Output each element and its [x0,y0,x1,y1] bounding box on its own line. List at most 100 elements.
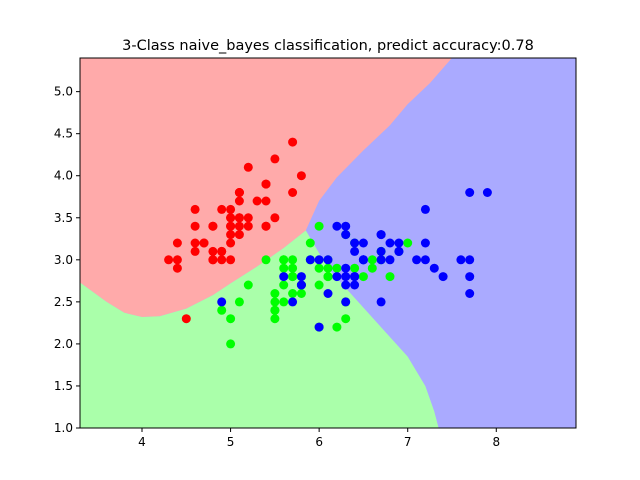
data-point-class-2 [323,263,333,273]
x-tick-label: 7 [404,435,412,449]
data-point-class-1 [172,263,182,273]
data-point-class-3 [456,255,466,265]
data-point-class-3 [420,204,430,214]
data-point-class-2 [314,280,324,290]
data-point-class-3 [288,297,298,307]
data-point-class-3 [376,230,386,240]
data-point-class-2 [385,272,395,282]
data-point-class-1 [288,137,298,147]
data-point-class-1 [234,221,244,231]
data-point-class-3 [350,238,360,248]
data-point-class-1 [164,255,174,265]
data-point-class-2 [217,305,227,315]
data-point-class-2 [279,297,289,307]
data-point-class-1 [208,246,218,256]
data-point-class-1 [172,255,182,265]
data-point-class-1 [243,213,253,223]
data-point-class-1 [234,213,244,223]
y-tick-label: 3.5 [54,211,73,225]
data-point-class-1 [208,255,218,265]
x-tick-label: 5 [227,435,235,449]
data-point-class-2 [323,272,333,282]
data-point-class-2 [226,314,236,324]
data-point-class-3 [350,246,360,256]
data-point-class-3 [465,272,475,282]
data-point-class-1 [226,230,236,240]
data-point-class-2 [367,255,377,265]
data-point-class-3 [341,297,351,307]
data-point-class-1 [261,179,271,189]
data-point-class-1 [208,221,218,231]
data-point-class-3 [323,255,333,265]
data-point-class-2 [314,263,324,273]
decision-regions [80,58,576,428]
y-tick-label: 4.0 [54,169,73,183]
y-tick-label: 1.5 [54,379,73,393]
y-tick-label: 1.0 [54,421,73,435]
data-point-class-1 [172,238,182,248]
data-point-class-1 [190,221,200,231]
data-point-class-1 [261,221,271,231]
data-point-class-3 [394,246,404,256]
data-point-class-1 [234,196,244,206]
data-point-class-1 [226,213,236,223]
data-point-class-3 [394,238,404,248]
data-point-class-2 [261,255,271,265]
data-point-class-2 [358,272,368,282]
data-point-class-1 [190,204,200,214]
data-point-class-3 [482,188,492,197]
data-point-class-3 [341,263,351,273]
data-point-class-2 [341,314,351,324]
data-points [164,137,492,349]
data-point-class-2 [270,305,280,315]
y-tick-label: 4.5 [54,127,73,141]
data-point-class-2 [279,280,289,290]
y-tick-label: 2.0 [54,337,73,351]
data-point-class-3 [358,238,368,248]
data-point-class-1 [217,255,227,265]
data-point-class-1 [243,162,253,172]
data-point-class-2 [234,297,244,307]
data-point-class-3 [438,272,448,282]
data-point-class-1 [234,230,244,240]
data-point-class-1 [243,221,253,231]
x-tick-label: 8 [492,435,500,449]
data-point-class-3 [465,289,475,298]
data-point-class-3 [420,255,430,265]
data-point-class-1 [217,204,227,214]
data-point-class-2 [288,263,298,273]
data-point-class-2 [270,289,280,298]
data-point-class-3 [420,238,430,248]
data-point-class-1 [199,238,209,248]
y-tick-label: 5.0 [54,85,73,99]
data-point-class-1 [270,154,280,164]
data-point-class-2 [288,272,298,282]
data-point-class-3 [341,221,351,231]
data-point-class-1 [270,213,280,223]
data-point-class-3 [341,280,351,290]
data-point-class-2 [332,263,342,273]
data-point-class-3 [412,255,422,265]
data-point-class-2 [288,289,298,298]
data-point-class-2 [279,263,289,273]
data-point-class-3 [332,272,342,282]
data-point-class-1 [226,221,236,231]
data-point-class-3 [385,255,395,265]
y-tick-label: 2.5 [54,295,73,309]
data-point-class-3 [305,255,315,265]
data-point-class-3 [358,255,368,265]
data-point-class-3 [350,280,360,290]
data-point-class-1 [226,255,236,265]
data-point-class-1 [288,188,298,197]
data-point-class-1 [181,314,191,324]
data-point-class-3 [350,272,360,282]
data-point-class-2 [270,297,280,307]
x-axis: 4 5 6 7 8 [138,428,500,449]
data-point-class-3 [314,322,324,332]
data-point-class-1 [190,246,200,256]
data-point-class-3 [376,297,386,307]
data-point-class-2 [314,221,324,231]
data-point-class-2 [279,255,289,265]
data-point-class-3 [376,246,386,256]
